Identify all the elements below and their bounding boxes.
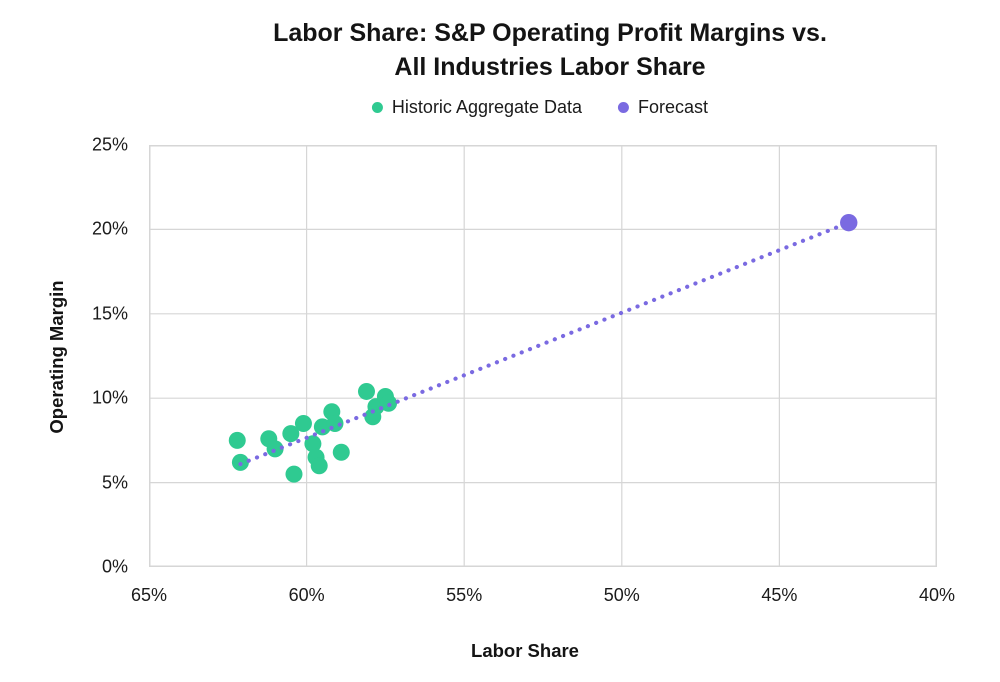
x-axis-ticks: 65% 60% 55% 50% 45% 40% [131, 585, 955, 609]
x-tick-label: 50% [603, 585, 640, 605]
y-tick-label: 5% [101, 472, 128, 493]
historic-point [332, 443, 350, 461]
plot-border [149, 145, 937, 567]
trendline [238, 220, 851, 467]
chart-title-line2: All Industries Labor Share [394, 53, 706, 81]
x-tick-label: 40% [918, 585, 956, 605]
plot-area [149, 145, 937, 567]
y-tick-label: 0% [101, 556, 128, 577]
historic-point [266, 440, 284, 458]
historic-point [282, 425, 300, 443]
chart-title-line1: Labor Share: S&P Operating Profit Margin… [273, 19, 827, 47]
y-tick-label: 15% [91, 303, 128, 324]
x-tick-label: 45% [761, 585, 798, 605]
x-axis-title: Labor Share [471, 640, 579, 661]
y-axis-ticks: 25% 20% 15% 10% 5% 0% [0, 135, 131, 577]
historic-point [294, 415, 312, 433]
y-tick-label: 20% [91, 218, 128, 239]
historic-point [357, 382, 375, 400]
legend-item-forecast: Forecast [618, 97, 708, 118]
legend-label-forecast: Forecast [638, 97, 709, 117]
forecast-point [840, 213, 858, 232]
historic-point [310, 457, 328, 475]
forecast-marker-icon [618, 102, 630, 113]
chart-title: Labor Share: S&P Operating Profit Margin… [273, 16, 827, 84]
historic-point [364, 408, 382, 426]
historic-marker-icon [371, 102, 383, 113]
x-tick-label: 55% [446, 585, 483, 605]
historic-point [304, 435, 322, 453]
historic-point [228, 431, 246, 449]
legend-label-historic: Historic Aggregate Data [391, 97, 583, 117]
legend-item-historic: Historic Aggregate Data [371, 97, 583, 118]
scatter-svg [149, 145, 937, 567]
y-tick-label: 25% [91, 134, 128, 155]
x-tick-label: 65% [130, 585, 168, 605]
chart-legend: Historic Aggregate Data Forecast [371, 97, 708, 118]
x-tick-label: 60% [288, 585, 325, 605]
y-tick-label: 10% [91, 387, 128, 408]
historic-point [285, 465, 303, 483]
